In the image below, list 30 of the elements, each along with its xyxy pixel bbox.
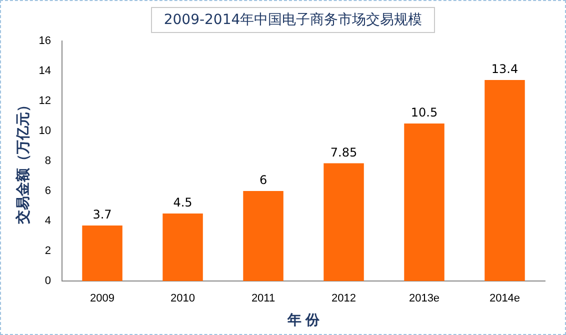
chart-title: 2009-2014年中国电子商务市场交易规模 — [151, 7, 435, 33]
y-tick-label: 12 — [38, 95, 52, 108]
x-tick-label: 2010 — [170, 292, 196, 305]
x-tick-label: 2012 — [332, 292, 356, 305]
bar — [404, 124, 444, 281]
bar — [82, 226, 122, 281]
y-tick-label: 2 — [44, 245, 52, 258]
data-label: 13.4 — [491, 62, 518, 76]
y-tick-label: 14 — [38, 65, 52, 78]
data-label: 6 — [259, 173, 268, 188]
data-label: 4.5 — [173, 196, 192, 210]
y-axis-title: 交易金额（万亿元） — [14, 98, 30, 225]
data-label: 10.5 — [410, 106, 438, 120]
x-tick-label: 2013e — [408, 292, 440, 305]
x-axis-title: 年 份 — [286, 311, 320, 328]
bar — [243, 191, 284, 281]
data-label: 7.85 — [330, 145, 358, 160]
bar — [484, 80, 525, 281]
bar — [324, 163, 364, 281]
y-tick-label: 6 — [44, 185, 52, 198]
y-tick-label: 10 — [38, 125, 52, 138]
y-tick-label: 4 — [44, 215, 52, 228]
y-tick-label: 16 — [38, 35, 52, 48]
data-label: 3.7 — [92, 208, 112, 222]
x-tick-label: 2011 — [251, 292, 276, 305]
x-tick-label: 2014e — [489, 292, 520, 305]
y-tick-label: 0 — [44, 275, 52, 288]
bar — [162, 214, 203, 281]
x-tick-label: 2009 — [90, 292, 115, 305]
y-tick-label: 8 — [44, 155, 52, 168]
